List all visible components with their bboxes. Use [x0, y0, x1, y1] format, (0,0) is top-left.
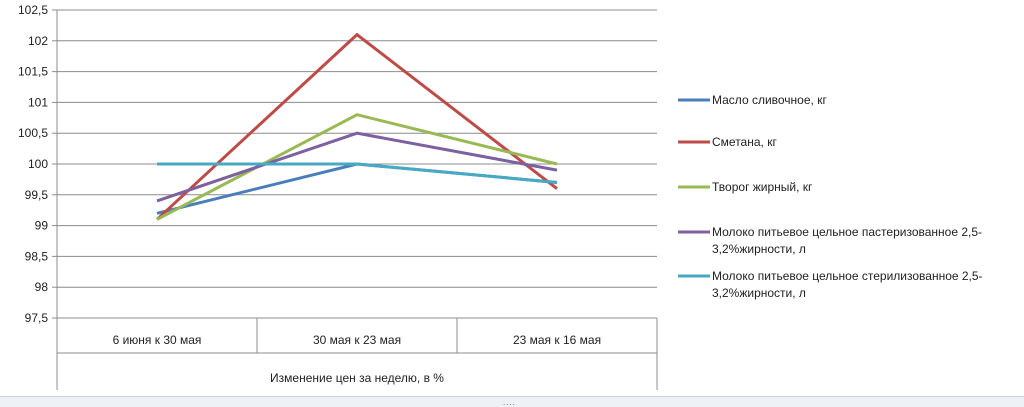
y-tick-label: 97,5 [25, 311, 49, 325]
series-line-2 [155, 32, 558, 221]
series-line-5 [157, 162, 558, 184]
y-tick-label: 100,5 [18, 126, 48, 140]
legend-label-4: Молоко питьевое цельное пастеризованное … [712, 225, 982, 239]
legend-label-3: Творог жирный, кг [712, 180, 813, 194]
legend: Масло сливочное, кг Сметана, кг Творог жир… [678, 93, 983, 300]
legend-label-5: Молоко питьевое цельное стерилизованное … [712, 269, 983, 283]
y-tick-label: 99,5 [25, 188, 49, 202]
y-tick-label: 101,5 [18, 65, 48, 79]
y-tick-label: 100 [28, 157, 48, 171]
legend-label-5: 3,2%жирности, л [712, 286, 806, 300]
y-tick-label: 102,5 [18, 3, 48, 17]
y-tick-label: 98,5 [25, 249, 49, 263]
line-chart: 97,5 98 98,5 99 99,5 100 100,5 101 101,5 102 102,5… [18, 3, 983, 390]
series-lines [155, 32, 558, 221]
x-axis: 6 июня к 30 мая 30 мая к 23 мая 23 мая к 1… [56, 10, 658, 390]
x-tick-label: 23 мая к 16 мая [513, 333, 601, 347]
x-tick-label: 30 мая к 23 мая [313, 333, 401, 347]
legend-label-1: Масло сливочное, кг [712, 93, 827, 107]
y-tick-label: 101 [28, 95, 48, 109]
legend-label-4: 3,2%жирности, л [712, 242, 806, 256]
x-axis-title: Изменение цен за неделю, в % [270, 371, 444, 385]
legend-label-2: Сметана, кг [712, 135, 777, 149]
y-tick-label: 98 [35, 280, 49, 294]
resize-grip[interactable]: .... [503, 398, 516, 407]
series-line-4 [156, 131, 558, 203]
y-tick-label: 102 [28, 34, 48, 48]
x-tick-label: 6 июня к 30 мая [113, 333, 202, 347]
window-bottom-strip: .... [0, 396, 1024, 407]
y-tick-label: 99 [35, 219, 49, 233]
series-line-3 [156, 113, 558, 221]
y-axis-ticks: 97,5 98 98,5 99 99,5 100 100,5 101 101,5 102 102,5 [18, 3, 57, 325]
